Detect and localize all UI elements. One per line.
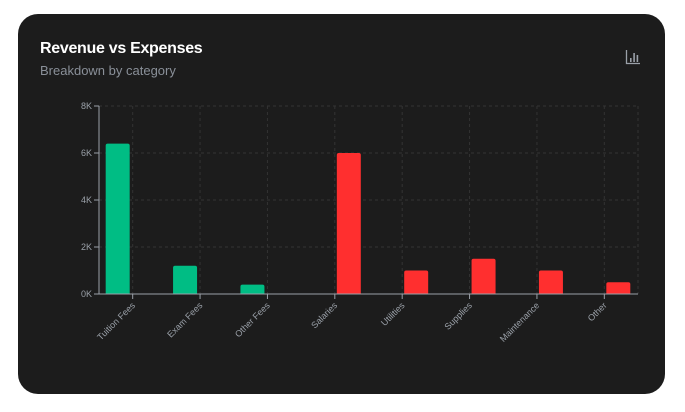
revenue-bar bbox=[105, 143, 130, 294]
y-tick-label: 6K bbox=[81, 148, 92, 158]
bar-chart-icon[interactable] bbox=[625, 49, 641, 65]
y-tick-label: 0K bbox=[81, 289, 92, 299]
revenue-bar bbox=[240, 284, 265, 294]
x-tick-label: Other bbox=[586, 300, 609, 323]
y-tick-label: 8K bbox=[81, 101, 92, 111]
chart-subtitle: Breakdown by category bbox=[40, 63, 176, 78]
y-tick-label: 4K bbox=[81, 195, 92, 205]
x-tick-label: Tuition Fees bbox=[95, 300, 137, 342]
expense-bar bbox=[538, 270, 563, 294]
y-tick-label: 2K bbox=[81, 242, 92, 252]
x-tick-label: Maintenance bbox=[498, 300, 542, 344]
expense-bar bbox=[606, 282, 631, 294]
x-tick-label: Exam Fees bbox=[165, 300, 205, 340]
x-tick-label: Salaries bbox=[309, 300, 339, 330]
expense-bar bbox=[471, 258, 496, 294]
x-tick-label: Other Fees bbox=[233, 300, 272, 339]
expense-bar bbox=[404, 270, 429, 294]
revenue-bar bbox=[173, 265, 198, 294]
expense-bar bbox=[336, 153, 361, 294]
chart-title: Revenue vs Expenses bbox=[40, 40, 203, 57]
x-tick-label: Supplies bbox=[442, 300, 474, 332]
x-tick-label: Utilities bbox=[379, 300, 407, 328]
